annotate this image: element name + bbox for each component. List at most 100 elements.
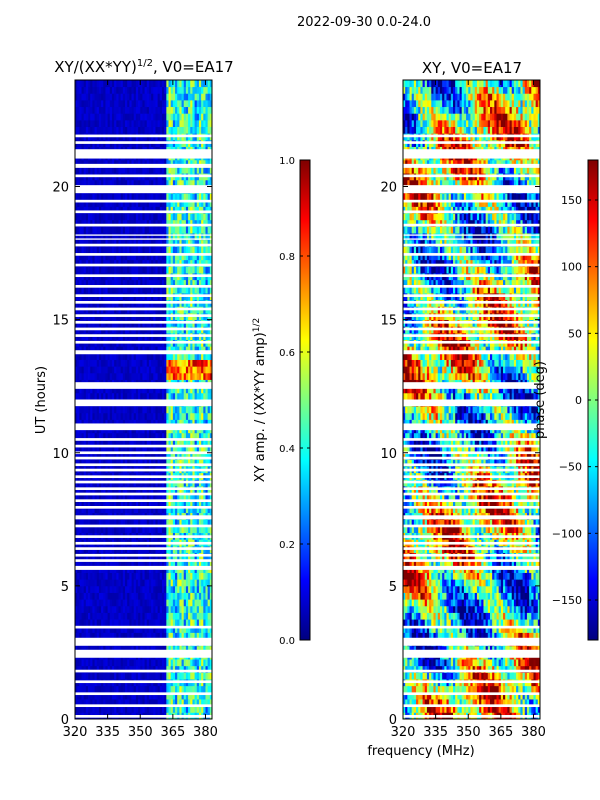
heatmap-cell — [127, 233, 130, 241]
heatmap-cell — [107, 699, 111, 707]
heatmap-cell — [190, 213, 193, 221]
heatmap-cell — [83, 386, 87, 394]
heatmap-cell — [96, 665, 100, 673]
heatmap-cell — [201, 233, 204, 241]
heatmap-cell — [183, 406, 187, 414]
heatmap-cell — [135, 452, 139, 460]
heatmap-cell — [190, 705, 193, 713]
heatmap-cell — [122, 206, 126, 214]
heatmap-cell — [114, 699, 117, 707]
heatmap-cell — [185, 219, 189, 227]
heatmap-cell — [183, 559, 187, 567]
heatmap-cell — [118, 213, 122, 221]
heatmap-cell — [129, 412, 132, 420]
heatmap-cell — [190, 439, 193, 447]
heatmap-cell — [168, 266, 172, 274]
heatmap-cell — [159, 599, 163, 607]
heatmap-cell — [209, 193, 212, 201]
heatmap-cell — [188, 446, 191, 454]
heatmap-cell — [168, 506, 172, 514]
heatmap-cell — [198, 412, 202, 420]
heatmap-cell — [203, 699, 206, 707]
heatmap-cell — [155, 452, 159, 460]
heatmap-cell — [201, 592, 204, 600]
heatmap-cell — [133, 619, 137, 627]
heatmap-cell — [138, 206, 141, 214]
heatmap-cell — [101, 585, 104, 593]
heatmap-cell — [109, 412, 113, 420]
heatmap-cell — [81, 625, 85, 633]
heatmap-cell — [166, 499, 169, 507]
heatmap-cell — [159, 559, 163, 567]
heatmap-cell — [75, 525, 78, 534]
heatmap-cell — [85, 439, 89, 447]
heatmap-cell — [196, 199, 200, 207]
heatmap-cell — [185, 506, 189, 514]
heatmap-cell — [140, 459, 143, 467]
heatmap-cell — [85, 705, 89, 713]
heatmap-cell — [188, 352, 191, 360]
heatmap-cell — [75, 559, 78, 567]
heatmap-cell — [146, 492, 150, 500]
heatmap-cell — [122, 386, 126, 394]
heatmap-cell — [196, 705, 200, 713]
heatmap-cell — [85, 259, 89, 267]
heatmap-cell — [75, 253, 78, 261]
heatmap-cell — [140, 645, 143, 653]
heatmap-cell — [116, 213, 119, 221]
heatmap-cell — [75, 239, 78, 247]
heatmap-cell — [161, 492, 165, 500]
heatmap-cell — [120, 446, 124, 454]
heatmap-cell — [201, 213, 204, 221]
heatmap-cell — [75, 446, 78, 454]
heatmap-cell — [151, 519, 154, 527]
heatmap-cell — [127, 226, 130, 234]
heatmap-cell — [90, 665, 93, 673]
heatmap-cell — [96, 259, 100, 267]
heatmap-cell — [94, 519, 98, 527]
heatmap-cell — [153, 625, 156, 633]
heatmap-cell — [188, 672, 191, 680]
heatmap-cell — [161, 685, 165, 693]
heatmap-cell — [114, 585, 117, 593]
heatmap-cell — [142, 632, 145, 640]
heatmap-cell — [94, 392, 98, 400]
heatmap-cell — [148, 525, 152, 534]
heatmap-cell — [175, 253, 178, 261]
heatmap-cell — [161, 446, 165, 454]
heatmap-cell — [151, 692, 154, 700]
heatmap-cell — [88, 459, 91, 467]
heatmap-cell — [125, 446, 128, 454]
heatmap-cell — [138, 459, 141, 467]
heatmap-cell — [83, 559, 87, 567]
heatmap-cell — [179, 452, 182, 460]
heatmap-cell — [151, 645, 154, 653]
heatmap-cell — [164, 432, 167, 440]
heatmap-cell — [131, 199, 135, 207]
heatmap-cell — [81, 279, 85, 287]
heatmap-cell — [155, 219, 159, 227]
heatmap-cell — [79, 392, 82, 400]
heatmap-cell — [179, 559, 182, 567]
heatmap-cell — [116, 266, 119, 274]
heatmap-cell — [98, 412, 102, 420]
heatmap-cell — [142, 446, 145, 454]
heatmap-cell — [207, 412, 211, 420]
heatmap-cell — [109, 286, 113, 294]
heatmap-cell — [90, 585, 93, 593]
heatmap-cell — [114, 632, 117, 640]
heatmap-cell — [138, 359, 141, 367]
heatmap-cell — [175, 239, 178, 247]
heatmap-cell — [85, 699, 89, 707]
heatmap-cell — [107, 366, 111, 374]
heatmap-cell — [101, 279, 104, 287]
heatmap-cell — [105, 705, 109, 713]
heatmap-cell — [192, 266, 195, 274]
heatmap-cell — [188, 432, 191, 440]
heatmap-cell — [198, 459, 202, 467]
heatmap-cell — [190, 346, 193, 354]
heatmap-cell — [172, 619, 176, 627]
heatmap-cell — [172, 452, 176, 460]
heatmap-cell — [83, 439, 87, 447]
heatmap-cell — [103, 392, 106, 400]
